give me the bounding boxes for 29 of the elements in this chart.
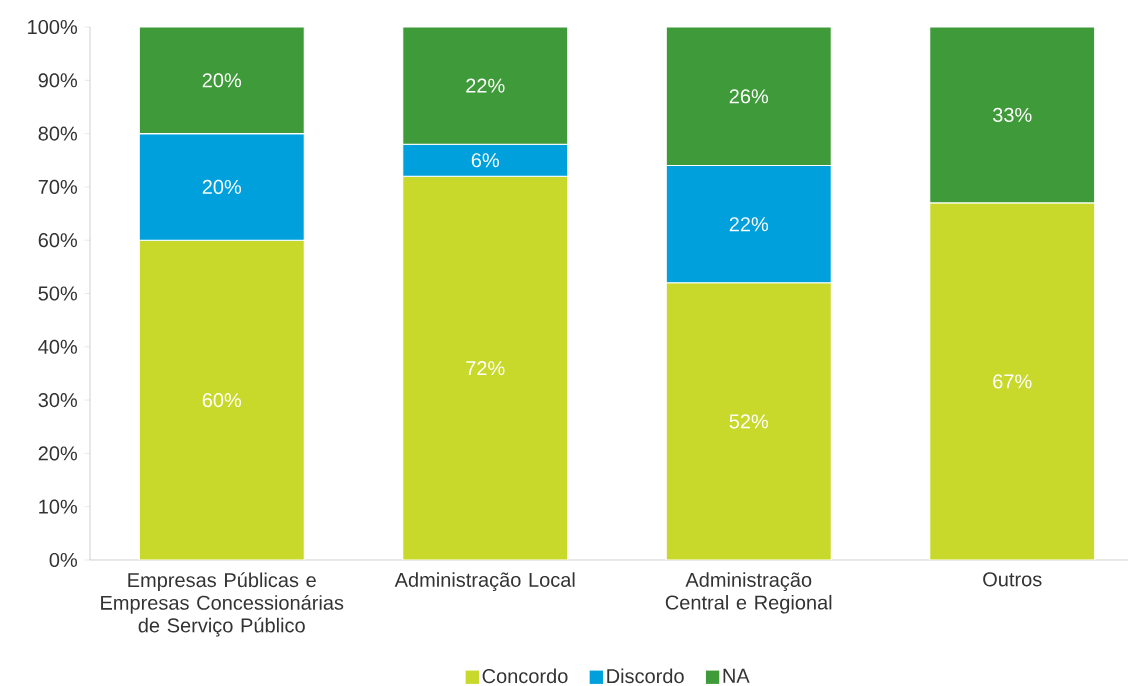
legend-label: Concordo	[482, 668, 568, 684]
y-tick-label: 50%	[38, 286, 78, 301]
data-label: 20%	[202, 73, 242, 88]
y-tick-label: 10%	[39, 499, 78, 514]
x-tick-label: Administração Central e Regional	[665, 572, 832, 614]
y-tick-label: 30%	[38, 393, 78, 408]
legend-label: Discordo	[607, 668, 684, 684]
y-tick-label: 0%	[49, 552, 78, 568]
data-label: 52%	[729, 414, 769, 429]
y-tick-label: 20%	[38, 446, 78, 461]
data-label: 33%	[992, 107, 1032, 123]
y-tick-label: 70%	[38, 179, 78, 194]
data-label: 20%	[202, 179, 242, 194]
data-label: 22%	[466, 78, 505, 93]
y-tick-label: 90%	[38, 73, 78, 88]
legend-label: NA	[723, 668, 750, 683]
data-label: 60%	[202, 393, 242, 408]
data-label: 22%	[729, 217, 769, 232]
x-tick-label: Administração Local	[394, 572, 575, 591]
y-tick-label: 80%	[38, 126, 78, 141]
data-label: 72%	[466, 361, 505, 376]
data-label: 6%	[471, 153, 499, 168]
data-label: 67%	[993, 374, 1032, 389]
data-label: 26%	[729, 89, 769, 104]
y-tick-label: 60%	[38, 233, 78, 248]
y-tick-label: 40%	[38, 339, 78, 354]
x-tick-label: Empresas Públicas e Empresas Concessionárias de Serviço Público	[101, 572, 344, 637]
y-tick-label: 100%	[28, 19, 78, 35]
x-tick-label: Outros	[983, 572, 1042, 587]
